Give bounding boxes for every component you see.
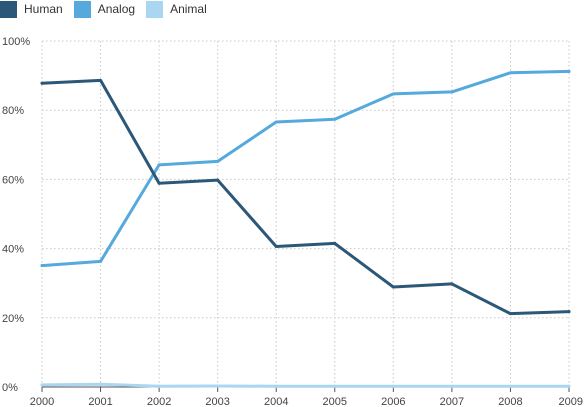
series-line-animal[interactable] (40, 382, 571, 388)
y-tick-label: 100% (2, 36, 30, 48)
y-tick-label: 40% (2, 244, 24, 256)
data-point-animal[interactable] (216, 384, 220, 388)
legend-item-analog[interactable]: Analog (73, 0, 136, 18)
data-point-analog[interactable] (567, 69, 571, 73)
data-point-animal[interactable] (567, 384, 571, 388)
x-tick-label: 2009 (559, 396, 583, 407)
x-tick-label: 2007 (440, 396, 464, 407)
data-point-animal[interactable] (391, 384, 395, 388)
data-point-animal[interactable] (40, 383, 44, 387)
series-line-analog[interactable] (40, 69, 571, 268)
tick-labels: 0% 20% 40% 60% 80% 100% 2000 2001 2002 2003 2004 20… (2, 36, 583, 407)
x-tick-label: 2002 (147, 396, 171, 407)
data-point-human[interactable] (157, 181, 161, 185)
data-point-human[interactable] (567, 310, 571, 314)
y-tick-label: 60% (2, 174, 24, 186)
data-point-animal[interactable] (274, 384, 278, 388)
data-point-analog[interactable] (508, 71, 512, 75)
series-line-human[interactable] (40, 78, 571, 316)
data-point-analog[interactable] (157, 163, 161, 167)
data-point-human[interactable] (99, 78, 103, 82)
gridlines (41, 40, 570, 387)
data-point-analog[interactable] (450, 90, 454, 94)
data-point-human[interactable] (333, 241, 337, 245)
data-point-animal[interactable] (508, 384, 512, 388)
data-point-analog[interactable] (99, 259, 103, 263)
y-tick-label: 0% (2, 382, 18, 394)
chart-legend: Human Analog Animal (0, 0, 218, 18)
x-tick-label: 2006 (381, 396, 405, 407)
x-tick-label: 2000 (30, 396, 54, 407)
data-point-analog[interactable] (391, 92, 395, 96)
data-point-analog[interactable] (274, 120, 278, 124)
data-point-animal[interactable] (99, 382, 103, 386)
data-point-human[interactable] (391, 285, 395, 289)
legend-item-human[interactable]: Human (0, 0, 63, 18)
x-tick-label: 2004 (264, 396, 288, 407)
legend-swatch-animal (146, 0, 164, 18)
legend-label-human: Human (24, 2, 63, 16)
legend-swatch-human (0, 0, 17, 18)
data-point-human[interactable] (216, 178, 220, 182)
x-tick-label: 2008 (498, 396, 522, 407)
data-point-human[interactable] (274, 245, 278, 249)
legend-item-animal[interactable]: Animal (146, 0, 207, 18)
data-point-human[interactable] (508, 312, 512, 316)
data-point-human[interactable] (40, 81, 44, 85)
data-point-animal[interactable] (450, 384, 454, 388)
legend-swatch-analog (73, 0, 91, 18)
data-point-analog[interactable] (40, 264, 44, 268)
x-tick-label: 2003 (205, 396, 229, 407)
legend-label-animal: Animal (170, 2, 207, 16)
series-lines (40, 69, 571, 388)
data-point-human[interactable] (450, 282, 454, 286)
x-tick-label: 2001 (88, 396, 112, 407)
x-tick-label: 2005 (323, 396, 347, 407)
data-point-analog[interactable] (216, 159, 220, 163)
legend-label-analog: Analog (97, 2, 136, 16)
data-point-animal[interactable] (333, 384, 337, 388)
data-point-animal[interactable] (157, 384, 161, 388)
y-tick-label: 20% (2, 313, 24, 325)
data-point-analog[interactable] (333, 117, 337, 121)
y-tick-label: 80% (2, 105, 24, 117)
